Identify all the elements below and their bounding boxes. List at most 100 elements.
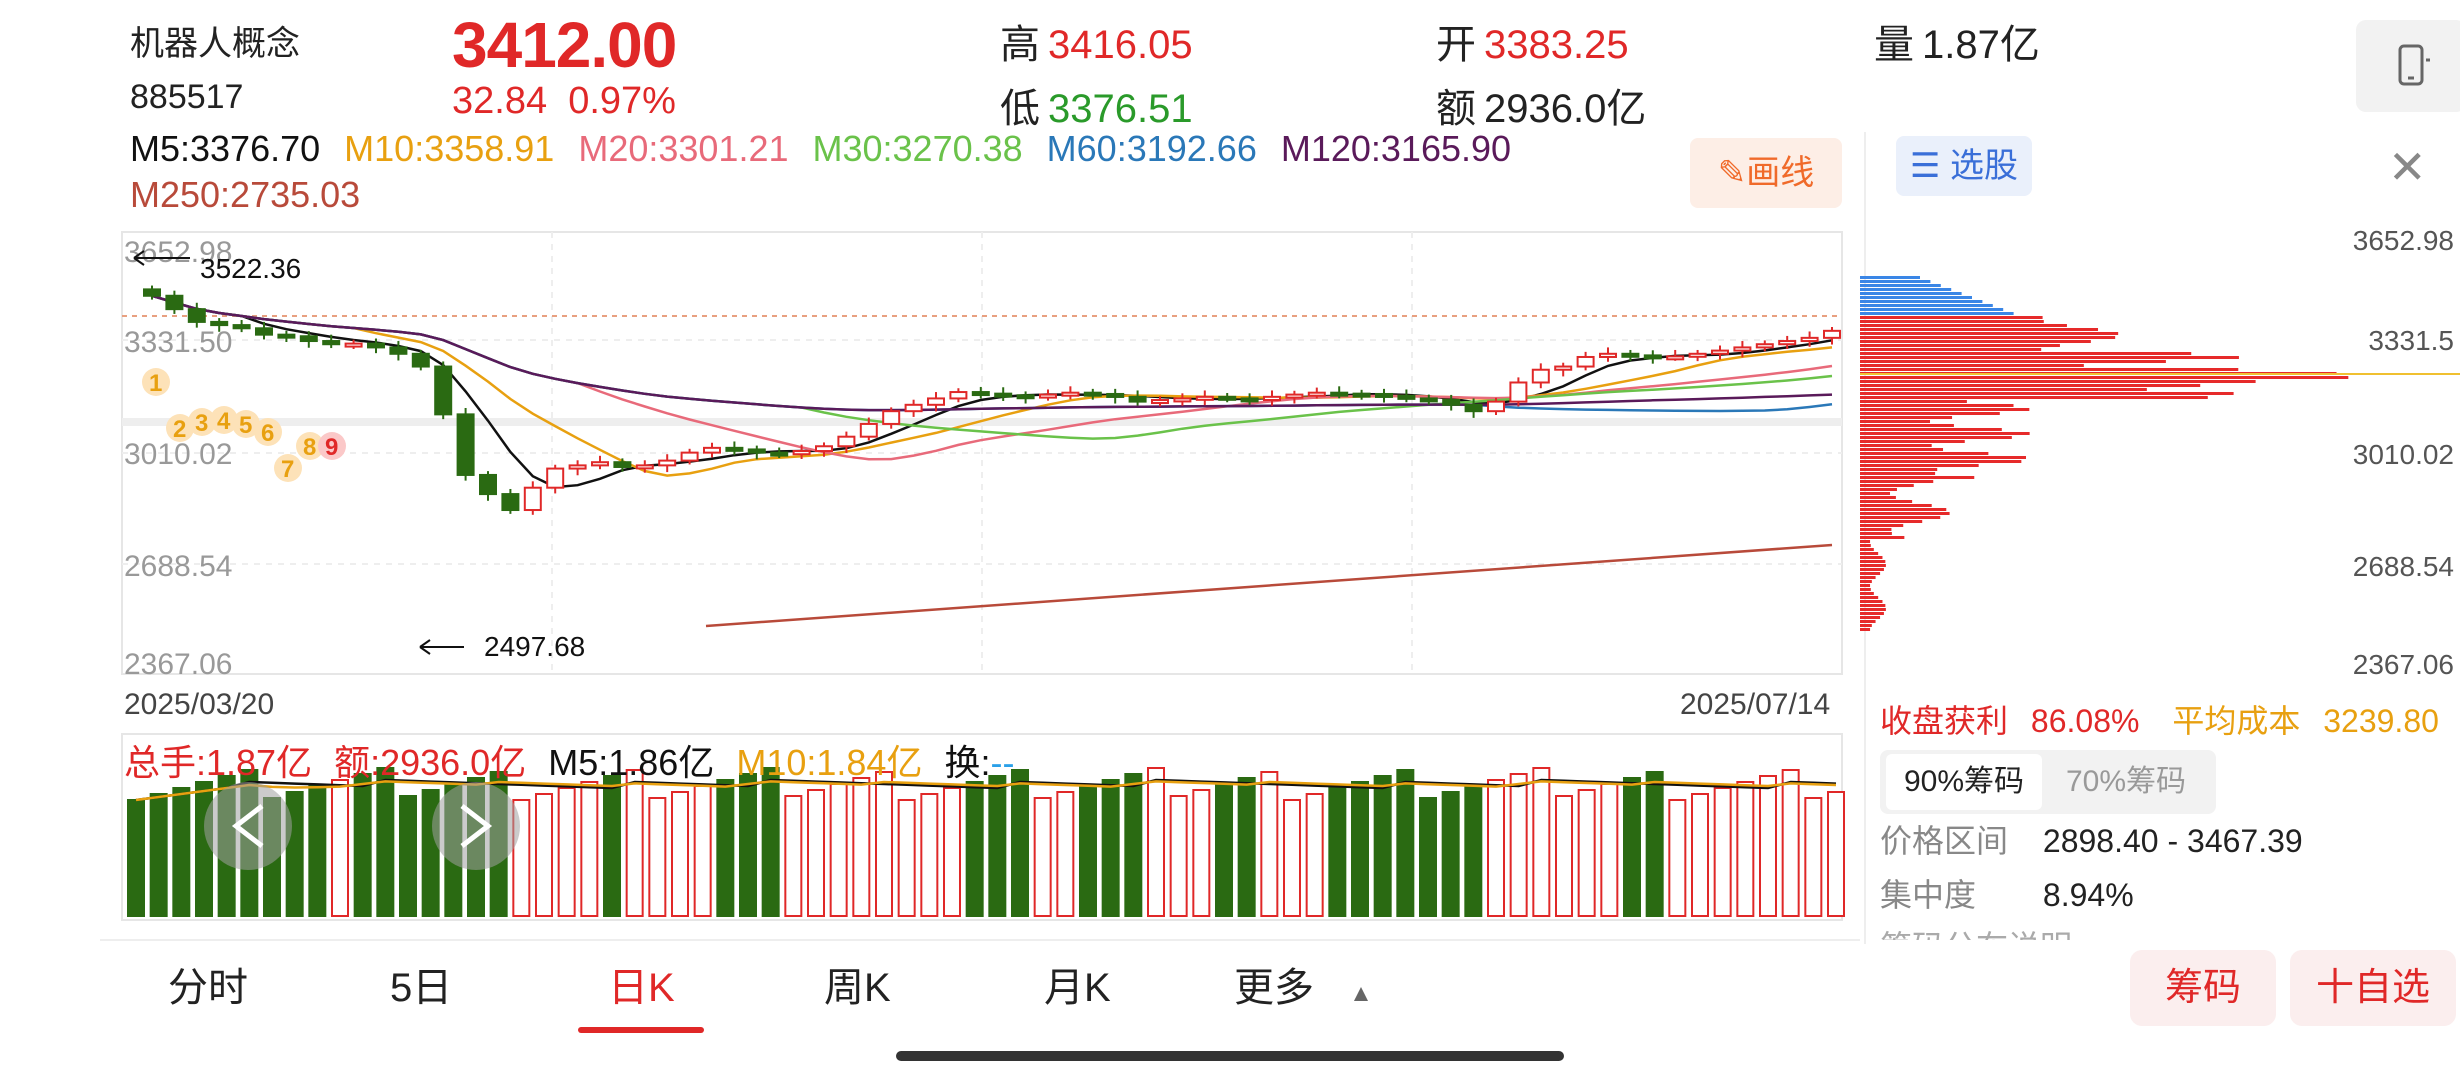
tab-chip-90[interactable]: 90%筹码 [1886, 754, 2042, 810]
volume-bar [308, 785, 327, 917]
candle-body [1128, 395, 1147, 403]
select-stock-button[interactable]: ☰ 选股 [1896, 136, 2032, 196]
volume-bar [1464, 785, 1483, 917]
chip-bar [1860, 420, 1931, 423]
ma250-line [705, 543, 1833, 628]
volume-bar [1759, 775, 1777, 917]
ma-legend: M5:3376.70 M10:3358.91 M20:3301.21 M30:3270… [130, 128, 1535, 170]
chip-bar [1860, 620, 1876, 623]
volume-ma10: M10:1.84亿 [736, 742, 923, 783]
volume-bar [535, 793, 553, 917]
candle-body [1621, 352, 1640, 358]
chips-button[interactable]: 筹码 [2130, 950, 2276, 1026]
chip-bar [1860, 384, 2201, 387]
draw-line-button[interactable]: ✎画线 [1690, 138, 1842, 208]
candle-body [210, 320, 229, 327]
chip-axis-label-bottom: 2367.06 [2353, 649, 2454, 680]
chip-bar [1860, 468, 1938, 471]
chip-bar [1860, 412, 2000, 415]
tab-more-label: 更多 [1234, 966, 1314, 1010]
tab-monthly-k[interactable]: 月K [1044, 966, 1111, 1010]
kline-chart[interactable]: 3652.98 3331.50 3010.02 2688.54 2367.06 … [0, 0, 1870, 950]
concentration-value: 8.94% [2042, 877, 2134, 913]
candle-body [1240, 397, 1259, 403]
volume-bar [1079, 785, 1097, 917]
volume-bar [1169, 795, 1188, 917]
chip-bar [1860, 516, 1941, 519]
nine-turn-markers: 1 2 3 4 5 6 7 8 9 [142, 368, 346, 483]
chip-bar [1860, 344, 2060, 347]
volume-bar [1804, 797, 1823, 917]
ma20-value: M20:3301.21 [578, 128, 789, 169]
svg-text:5: 5 [239, 412, 252, 439]
volume-label: 量 [1874, 23, 1914, 67]
chip-bar [1860, 276, 1920, 279]
svg-text:4: 4 [217, 408, 231, 435]
candle-body [859, 422, 878, 438]
volume-ma-lines [135, 778, 1837, 802]
candle-body [1666, 355, 1685, 361]
candle-body [1061, 391, 1080, 397]
tab-chip-70[interactable]: 70%筹码 [2065, 765, 2187, 798]
volume-ma5: M5:1.86亿 [548, 742, 715, 783]
ma10-value: M10:3358.91 [344, 128, 555, 169]
volume-bar [603, 775, 621, 917]
ma120-value: M120:3165.90 [1280, 128, 1512, 169]
turnover-value: -- [990, 742, 1015, 783]
chip-bar [1860, 360, 2166, 363]
scroll-left-button[interactable] [204, 782, 292, 870]
chip-bar [1860, 408, 2030, 411]
candle-body [1195, 395, 1214, 401]
volume-bar [580, 781, 599, 917]
candle-body [703, 446, 721, 454]
candle-body [1397, 394, 1416, 400]
volume-bar [1419, 797, 1437, 917]
chip-bar [1860, 568, 1884, 571]
candle-body [1218, 395, 1237, 401]
add-favorite-button[interactable]: 十自选 [2290, 950, 2456, 1026]
price-axis-label-4: 2688.54 [124, 550, 232, 583]
volume-ma5-line [135, 778, 1837, 802]
volume-bar [1600, 783, 1619, 917]
amount-stat: 额 2936.0亿 [1436, 76, 1646, 134]
candle-body [792, 450, 811, 456]
tab-weekly-k[interactable]: 周K [824, 966, 891, 1010]
volume-bar [1124, 773, 1143, 917]
candle-body [501, 493, 520, 512]
candle-body [1554, 365, 1573, 371]
volume-bar [1033, 797, 1052, 917]
volume-bar [1736, 781, 1755, 917]
candle-body [277, 333, 296, 339]
chip-note[interactable]: 筹码分布说明 [1880, 922, 2440, 940]
candle-body [568, 464, 587, 470]
chip-bar [1860, 340, 2091, 343]
low-stat: 低 3376.51 [1000, 76, 1193, 134]
close-icon[interactable]: ✕ [2388, 141, 2427, 193]
scroll-right-button[interactable] [432, 782, 520, 870]
candle-body [255, 327, 273, 336]
chip-bar [1860, 560, 1886, 563]
chip-bar [1860, 380, 2256, 383]
candle-body [837, 435, 856, 448]
volume-bar [716, 779, 735, 917]
candle-body [1375, 392, 1393, 398]
svg-text:8: 8 [303, 434, 316, 461]
candle-body [1733, 346, 1752, 352]
candle-body [1487, 400, 1505, 413]
chip-bar [1860, 328, 2099, 331]
tab-intraday[interactable]: 分时 [168, 966, 248, 1010]
chip-bar [1860, 292, 1962, 295]
candle-body [1352, 392, 1371, 398]
landscape-toggle-button[interactable] [2356, 20, 2460, 112]
chip-bar [1860, 308, 2004, 311]
tab-daily-k[interactable]: 日K [608, 966, 675, 1010]
chip-bar [1860, 500, 1913, 503]
candle-body [949, 391, 968, 400]
high-stat: 高 3416.05 [1000, 12, 1193, 70]
volume-bar [1192, 789, 1211, 917]
start-date: 2025/03/20 [124, 688, 274, 721]
candle-body [725, 446, 744, 452]
tab-more[interactable]: 更多 ▲ [1234, 955, 1373, 1013]
tab-5day[interactable]: 5日 [390, 966, 453, 1010]
ma10-line [151, 294, 1833, 477]
